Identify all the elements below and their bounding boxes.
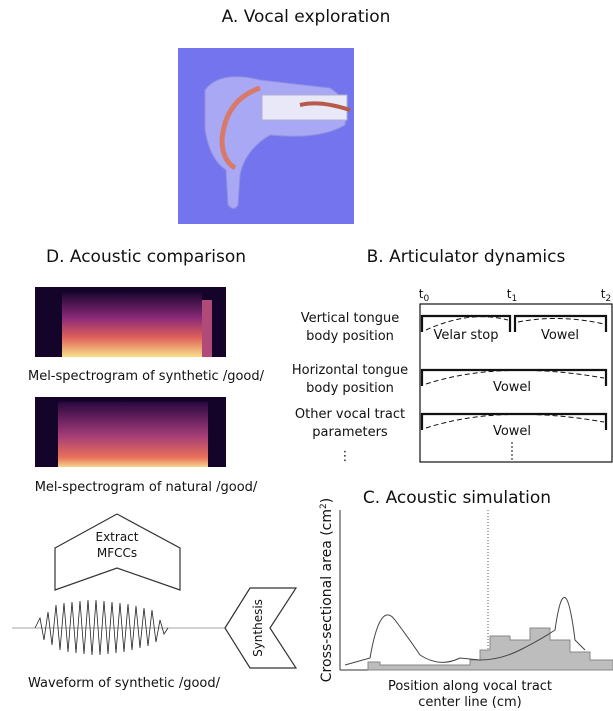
row-label: Horizontal tongue bbox=[292, 363, 408, 378]
time-label: t1 bbox=[507, 287, 517, 304]
segment-label: Vowel bbox=[493, 424, 531, 439]
segment-label: Velar stop bbox=[433, 328, 498, 343]
spectrogram-label: Mel-spectrogram of natural /good/ bbox=[35, 480, 258, 495]
segment-label: Vowel bbox=[541, 328, 579, 343]
waveform bbox=[12, 600, 230, 655]
extract-label: MFCCs bbox=[97, 546, 137, 560]
segment-label: Vowel bbox=[493, 380, 531, 395]
y-axis-label: Cross-sectional area (cm2) bbox=[319, 498, 335, 682]
spectrogram-natural bbox=[35, 397, 226, 467]
row-label: Vertical tongue bbox=[301, 311, 400, 326]
row-label: body position bbox=[306, 329, 394, 344]
y-axis-label-part: ) bbox=[319, 498, 335, 503]
row-label: Other vocal tract bbox=[295, 407, 405, 422]
row-label: parameters bbox=[312, 425, 388, 440]
y-axis-label-part: Cross-sectional area (cm bbox=[319, 509, 335, 682]
x-axis-label: center line (cm) bbox=[418, 695, 522, 710]
panel-c-title: C. Acoustic simulation bbox=[363, 488, 551, 508]
time-sub: 0 bbox=[423, 294, 429, 304]
panel-a-title: A. Vocal exploration bbox=[222, 7, 391, 27]
time-sub: 1 bbox=[511, 294, 517, 304]
panel-b-title: B. Articulator dynamics bbox=[367, 247, 566, 267]
panel-d-title: D. Acoustic comparison bbox=[46, 247, 246, 267]
vocal-tract-render bbox=[178, 48, 354, 224]
figure: A. Vocal exploration D. Acoustic compari… bbox=[0, 0, 613, 711]
time-label: t2 bbox=[601, 287, 611, 304]
extract-label: Extract bbox=[96, 530, 139, 544]
spectrogram-label: Mel-spectrogram of synthetic /good/ bbox=[28, 369, 265, 384]
spectrogram-synthetic bbox=[35, 287, 226, 357]
time-sub: 2 bbox=[605, 294, 611, 304]
more-rows: ⋮ bbox=[339, 449, 352, 464]
time-label: t0 bbox=[419, 287, 430, 304]
x-axis-label: Position along vocal tract bbox=[388, 679, 552, 694]
row-label: body position bbox=[306, 381, 394, 396]
area-function-plot bbox=[340, 510, 613, 670]
synthesis-label: Synthesis bbox=[251, 599, 265, 657]
waveform-label: Waveform of synthetic /good/ bbox=[28, 676, 221, 691]
